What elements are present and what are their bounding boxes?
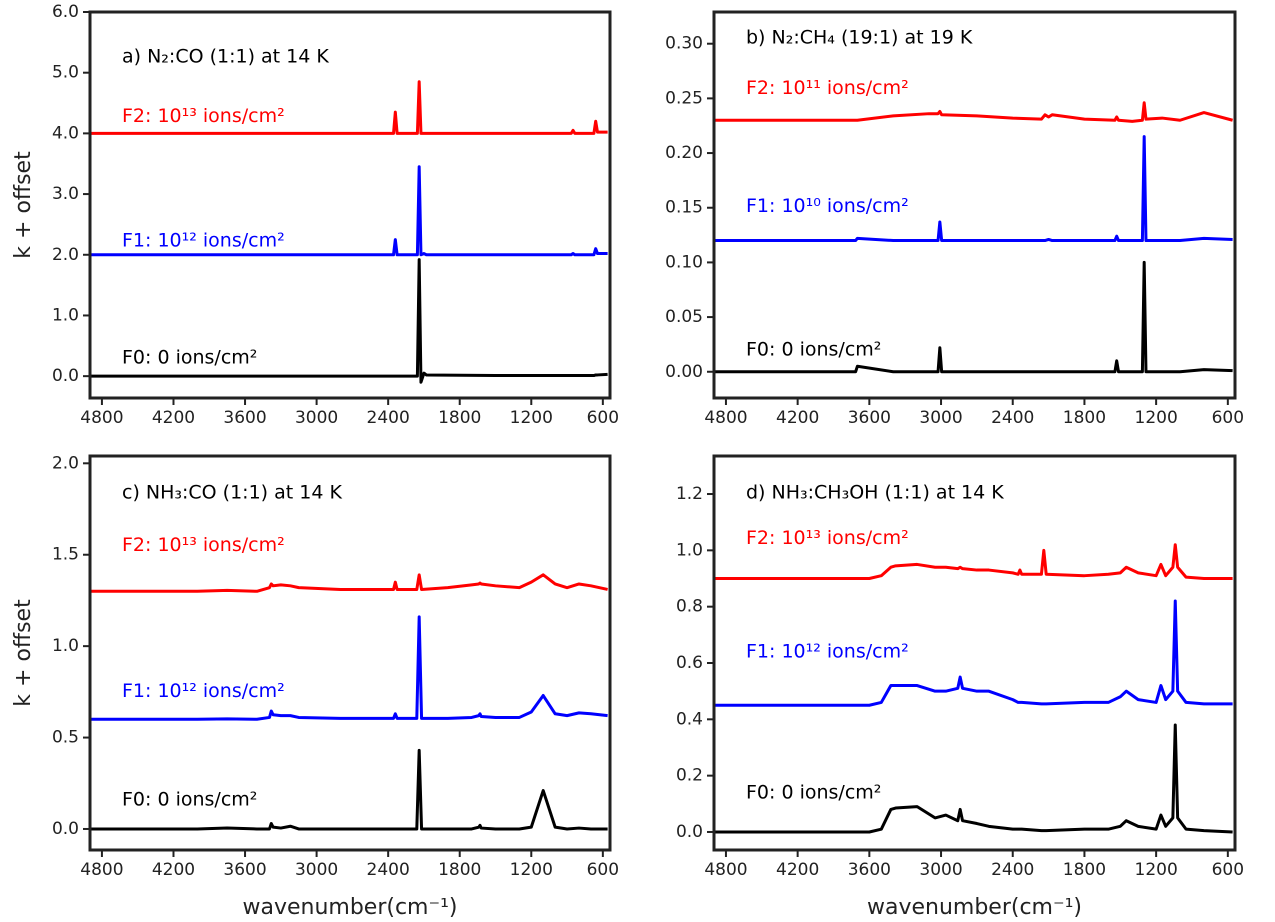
y-tick-label: 0.10 bbox=[665, 252, 703, 272]
plot-frame bbox=[712, 10, 1237, 400]
x-tick-label: 600 bbox=[1212, 408, 1244, 428]
y-tick-label: 4.0 bbox=[52, 123, 79, 143]
x-tick-label: 600 bbox=[587, 408, 619, 428]
spectrum-line bbox=[90, 615, 608, 721]
y-axis-label: k + offset bbox=[11, 599, 36, 707]
y-tick-label: 1.0 bbox=[52, 636, 79, 656]
spectrum-line bbox=[714, 260, 1233, 374]
plot-frame bbox=[88, 454, 612, 852]
y-tick-label: 2.0 bbox=[52, 453, 79, 473]
series-label: F0: 0 ions/cm² bbox=[746, 338, 881, 360]
x-tick-label: 4200 bbox=[776, 408, 819, 428]
series-label: F0: 0 ions/cm² bbox=[122, 788, 257, 810]
x-tick-label: 3600 bbox=[223, 860, 266, 880]
spectrum-line bbox=[714, 135, 1233, 243]
series-label: F2: 10¹³ ions/cm² bbox=[122, 534, 285, 556]
series-label: F1: 10¹² ions/cm² bbox=[122, 680, 285, 702]
y-tick-label: 0.4 bbox=[676, 709, 703, 729]
y-tick-label: 1.0 bbox=[52, 305, 79, 325]
y-tick-label: 0.0 bbox=[52, 819, 79, 839]
x-tick-label: 3000 bbox=[919, 408, 962, 428]
x-tick-label: 1200 bbox=[1135, 408, 1178, 428]
y-tick-label: 0.00 bbox=[665, 362, 703, 382]
y-tick-label: 0.6 bbox=[676, 653, 703, 673]
x-tick-label: 3600 bbox=[223, 408, 266, 428]
spectrum-line bbox=[90, 165, 608, 257]
x-tick-label: 1200 bbox=[510, 408, 553, 428]
spectrum-line bbox=[714, 543, 1233, 581]
series-label: F2: 10¹³ ions/cm² bbox=[746, 527, 909, 549]
series-label: F1: 10¹⁰ ions/cm² bbox=[746, 195, 909, 217]
y-tick-label: 1.0 bbox=[676, 540, 703, 560]
series-label: F1: 10¹² ions/cm² bbox=[122, 229, 285, 251]
x-axis-label: wavenumber(cm⁻¹) bbox=[242, 895, 457, 920]
series-label: F0: 0 ions/cm² bbox=[122, 347, 257, 369]
y-tick-label: 0.05 bbox=[665, 307, 703, 327]
x-tick-label: 4200 bbox=[152, 860, 195, 880]
x-tick-label: 3600 bbox=[848, 860, 891, 880]
x-tick-label: 1800 bbox=[1063, 860, 1106, 880]
x-tick-label: 4200 bbox=[152, 408, 195, 428]
x-tick-label: 2400 bbox=[991, 860, 1034, 880]
y-tick-label: 6.0 bbox=[52, 2, 79, 22]
spectrum-line bbox=[90, 80, 608, 135]
plot-frame bbox=[88, 10, 612, 400]
x-tick-label: 1200 bbox=[1135, 860, 1178, 880]
panel-title: b) N₂:CH₄ (19:1) at 19 K bbox=[746, 27, 973, 49]
series-label: F0: 0 ions/cm² bbox=[746, 781, 881, 803]
x-tick-label: 3000 bbox=[295, 408, 338, 428]
y-tick-label: 0.8 bbox=[676, 597, 703, 617]
x-tick-label: 2400 bbox=[367, 408, 410, 428]
x-tick-label: 4800 bbox=[704, 860, 747, 880]
panel-title: d) NH₃:CH₃OH (1:1) at 14 K bbox=[746, 482, 1004, 504]
y-tick-label: 0.20 bbox=[665, 143, 703, 163]
x-tick-label: 600 bbox=[1212, 860, 1244, 880]
x-tick-label: 2400 bbox=[367, 860, 410, 880]
spectrum-line bbox=[90, 258, 608, 384]
x-tick-label: 1200 bbox=[510, 860, 553, 880]
x-tick-label: 1800 bbox=[1063, 408, 1106, 428]
panel-title: a) N₂:CO (1:1) at 14 K bbox=[122, 46, 329, 68]
y-tick-label: 0.2 bbox=[676, 766, 703, 786]
x-tick-label: 4200 bbox=[776, 860, 819, 880]
spectrum-line bbox=[90, 748, 608, 831]
y-tick-label: 1.5 bbox=[52, 545, 79, 565]
x-tick-label: 1800 bbox=[438, 860, 481, 880]
y-tick-label: 3.0 bbox=[52, 184, 79, 204]
y-tick-label: 5.0 bbox=[52, 63, 79, 83]
y-tick-label: 0.0 bbox=[52, 366, 79, 386]
x-tick-label: 3600 bbox=[848, 408, 891, 428]
series-label: F2: 10¹³ ions/cm² bbox=[122, 105, 285, 127]
series-label: F2: 10¹¹ ions/cm² bbox=[746, 77, 909, 99]
y-tick-label: 0.15 bbox=[665, 198, 703, 218]
spectrum-line bbox=[714, 723, 1233, 834]
y-tick-label: 0.25 bbox=[665, 88, 703, 108]
y-tick-label: 2.0 bbox=[52, 245, 79, 265]
x-tick-label: 4800 bbox=[80, 860, 123, 880]
spectrum-line bbox=[714, 599, 1233, 707]
x-tick-label: 3000 bbox=[295, 860, 338, 880]
x-tick-label: 2400 bbox=[991, 408, 1034, 428]
x-tick-label: 600 bbox=[587, 860, 619, 880]
x-tick-label: 1800 bbox=[438, 408, 481, 428]
y-tick-label: 0.30 bbox=[665, 34, 703, 54]
spectrum-line bbox=[714, 101, 1233, 123]
x-tick-label: 4800 bbox=[80, 408, 123, 428]
y-tick-label: 0.5 bbox=[52, 728, 79, 748]
x-tick-label: 4800 bbox=[704, 408, 747, 428]
panel-title: c) NH₃:CO (1:1) at 14 K bbox=[122, 482, 342, 504]
x-tick-label: 3000 bbox=[919, 860, 962, 880]
series-label: F1: 10¹² ions/cm² bbox=[746, 641, 909, 663]
y-axis-label: k + offset bbox=[11, 151, 36, 259]
y-tick-label: 0.0 bbox=[676, 822, 703, 842]
spectrum-line bbox=[90, 573, 608, 593]
x-axis-label: wavenumber(cm⁻¹) bbox=[867, 895, 1082, 920]
plot-frame bbox=[712, 454, 1237, 852]
y-tick-label: 1.2 bbox=[676, 484, 703, 504]
